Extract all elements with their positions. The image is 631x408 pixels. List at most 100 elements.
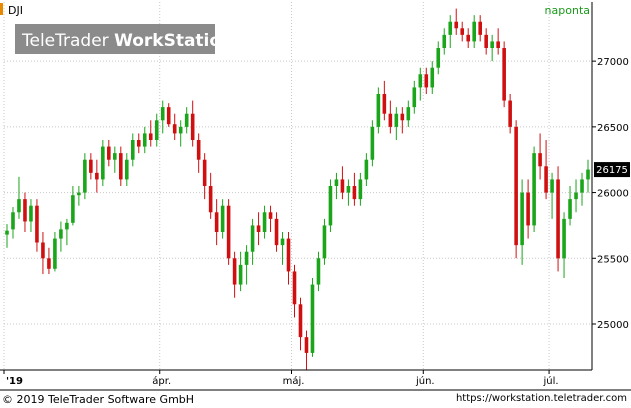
candle	[184, 107, 189, 134]
candle	[418, 67, 423, 101]
watermark-text: TeleTrader WorkStation	[21, 31, 233, 51]
candle-body	[274, 218, 279, 246]
candle	[286, 232, 291, 285]
candle	[29, 199, 33, 232]
candle	[298, 297, 303, 351]
candle	[47, 247, 51, 275]
candle	[406, 100, 411, 127]
candle	[520, 179, 524, 265]
candle	[280, 232, 285, 265]
candle-body	[250, 225, 255, 252]
candle	[310, 278, 315, 357]
candle	[142, 126, 147, 154]
candle-body	[256, 225, 261, 232]
last-price-marker: 26175	[594, 162, 630, 178]
candle-body	[208, 186, 213, 213]
candle-body	[346, 186, 351, 193]
candle-body	[23, 199, 27, 222]
candle	[268, 205, 273, 232]
candle-body	[370, 126, 375, 160]
candle-body	[226, 205, 231, 259]
candle	[394, 107, 399, 140]
candle	[400, 107, 405, 134]
candle-body	[107, 146, 111, 160]
candle-body	[286, 238, 291, 272]
candle-body	[496, 41, 500, 48]
candle	[130, 133, 135, 167]
candle	[262, 205, 267, 239]
candle	[574, 179, 578, 213]
candle	[538, 133, 542, 180]
watermark: TeleTrader WorkStation	[15, 24, 233, 54]
candle	[232, 251, 237, 298]
candle-body	[418, 74, 423, 88]
candle	[316, 251, 321, 292]
candle-body	[178, 126, 183, 134]
candle-body	[544, 166, 548, 193]
candle-body	[11, 212, 15, 230]
watermark-brand-light: TeleTrader	[21, 31, 114, 51]
candle-body	[526, 192, 530, 226]
candle	[101, 140, 105, 186]
candle	[496, 28, 500, 55]
candle-body	[328, 186, 333, 226]
candle-body	[388, 113, 393, 127]
candle	[119, 146, 123, 186]
candle-body	[244, 251, 249, 265]
candle-body	[550, 179, 554, 193]
candle	[226, 199, 231, 265]
candle-body	[172, 124, 177, 134]
accent-bar	[0, 3, 3, 15]
candle-body	[310, 284, 315, 353]
candle-body	[160, 107, 165, 121]
copyright-text: © 2019 TeleTrader Software GmbH	[2, 393, 195, 406]
candle-body	[262, 212, 267, 232]
candle-body	[119, 153, 123, 180]
y-tick-label: 25500	[597, 254, 629, 265]
candle-body	[5, 230, 9, 235]
candle-body	[394, 113, 399, 127]
candle-body	[71, 195, 75, 223]
candle-body	[95, 172, 99, 180]
candle	[544, 140, 548, 200]
candle	[508, 94, 512, 134]
candle	[478, 15, 482, 42]
candle	[250, 218, 255, 265]
candle	[448, 15, 453, 48]
candle-body	[292, 271, 297, 305]
candle-body	[148, 133, 153, 140]
candle-body	[202, 159, 207, 186]
candle-body	[268, 212, 273, 219]
y-tick-label: 25000	[597, 320, 629, 331]
candle	[196, 133, 201, 173]
candle-body	[334, 179, 339, 186]
candle-body	[238, 264, 243, 285]
candle	[214, 199, 219, 246]
candle-body	[364, 159, 369, 180]
candle-body	[136, 140, 141, 147]
candle-body	[358, 179, 363, 200]
candle	[328, 179, 333, 232]
y-tick-label: 26500	[597, 123, 629, 134]
candle	[346, 179, 351, 206]
candle	[532, 146, 536, 232]
y-axis: 25000 25500 26000 26500 27000	[591, 2, 629, 370]
candle-body	[448, 21, 453, 35]
candle-body	[586, 169, 590, 180]
watermark-box	[15, 24, 215, 54]
candle-body	[154, 120, 159, 140]
x-tick-label: júl.	[543, 375, 559, 387]
candle-body	[436, 48, 441, 68]
candle-body	[65, 222, 69, 230]
candle	[124, 153, 129, 186]
candle-body	[101, 146, 105, 180]
candle-body	[430, 67, 435, 88]
candle	[148, 120, 153, 147]
candle	[562, 212, 566, 278]
candle	[202, 153, 207, 200]
candle	[292, 264, 297, 318]
candle	[364, 153, 369, 186]
candle-body	[184, 113, 189, 127]
candle-body	[316, 258, 321, 285]
